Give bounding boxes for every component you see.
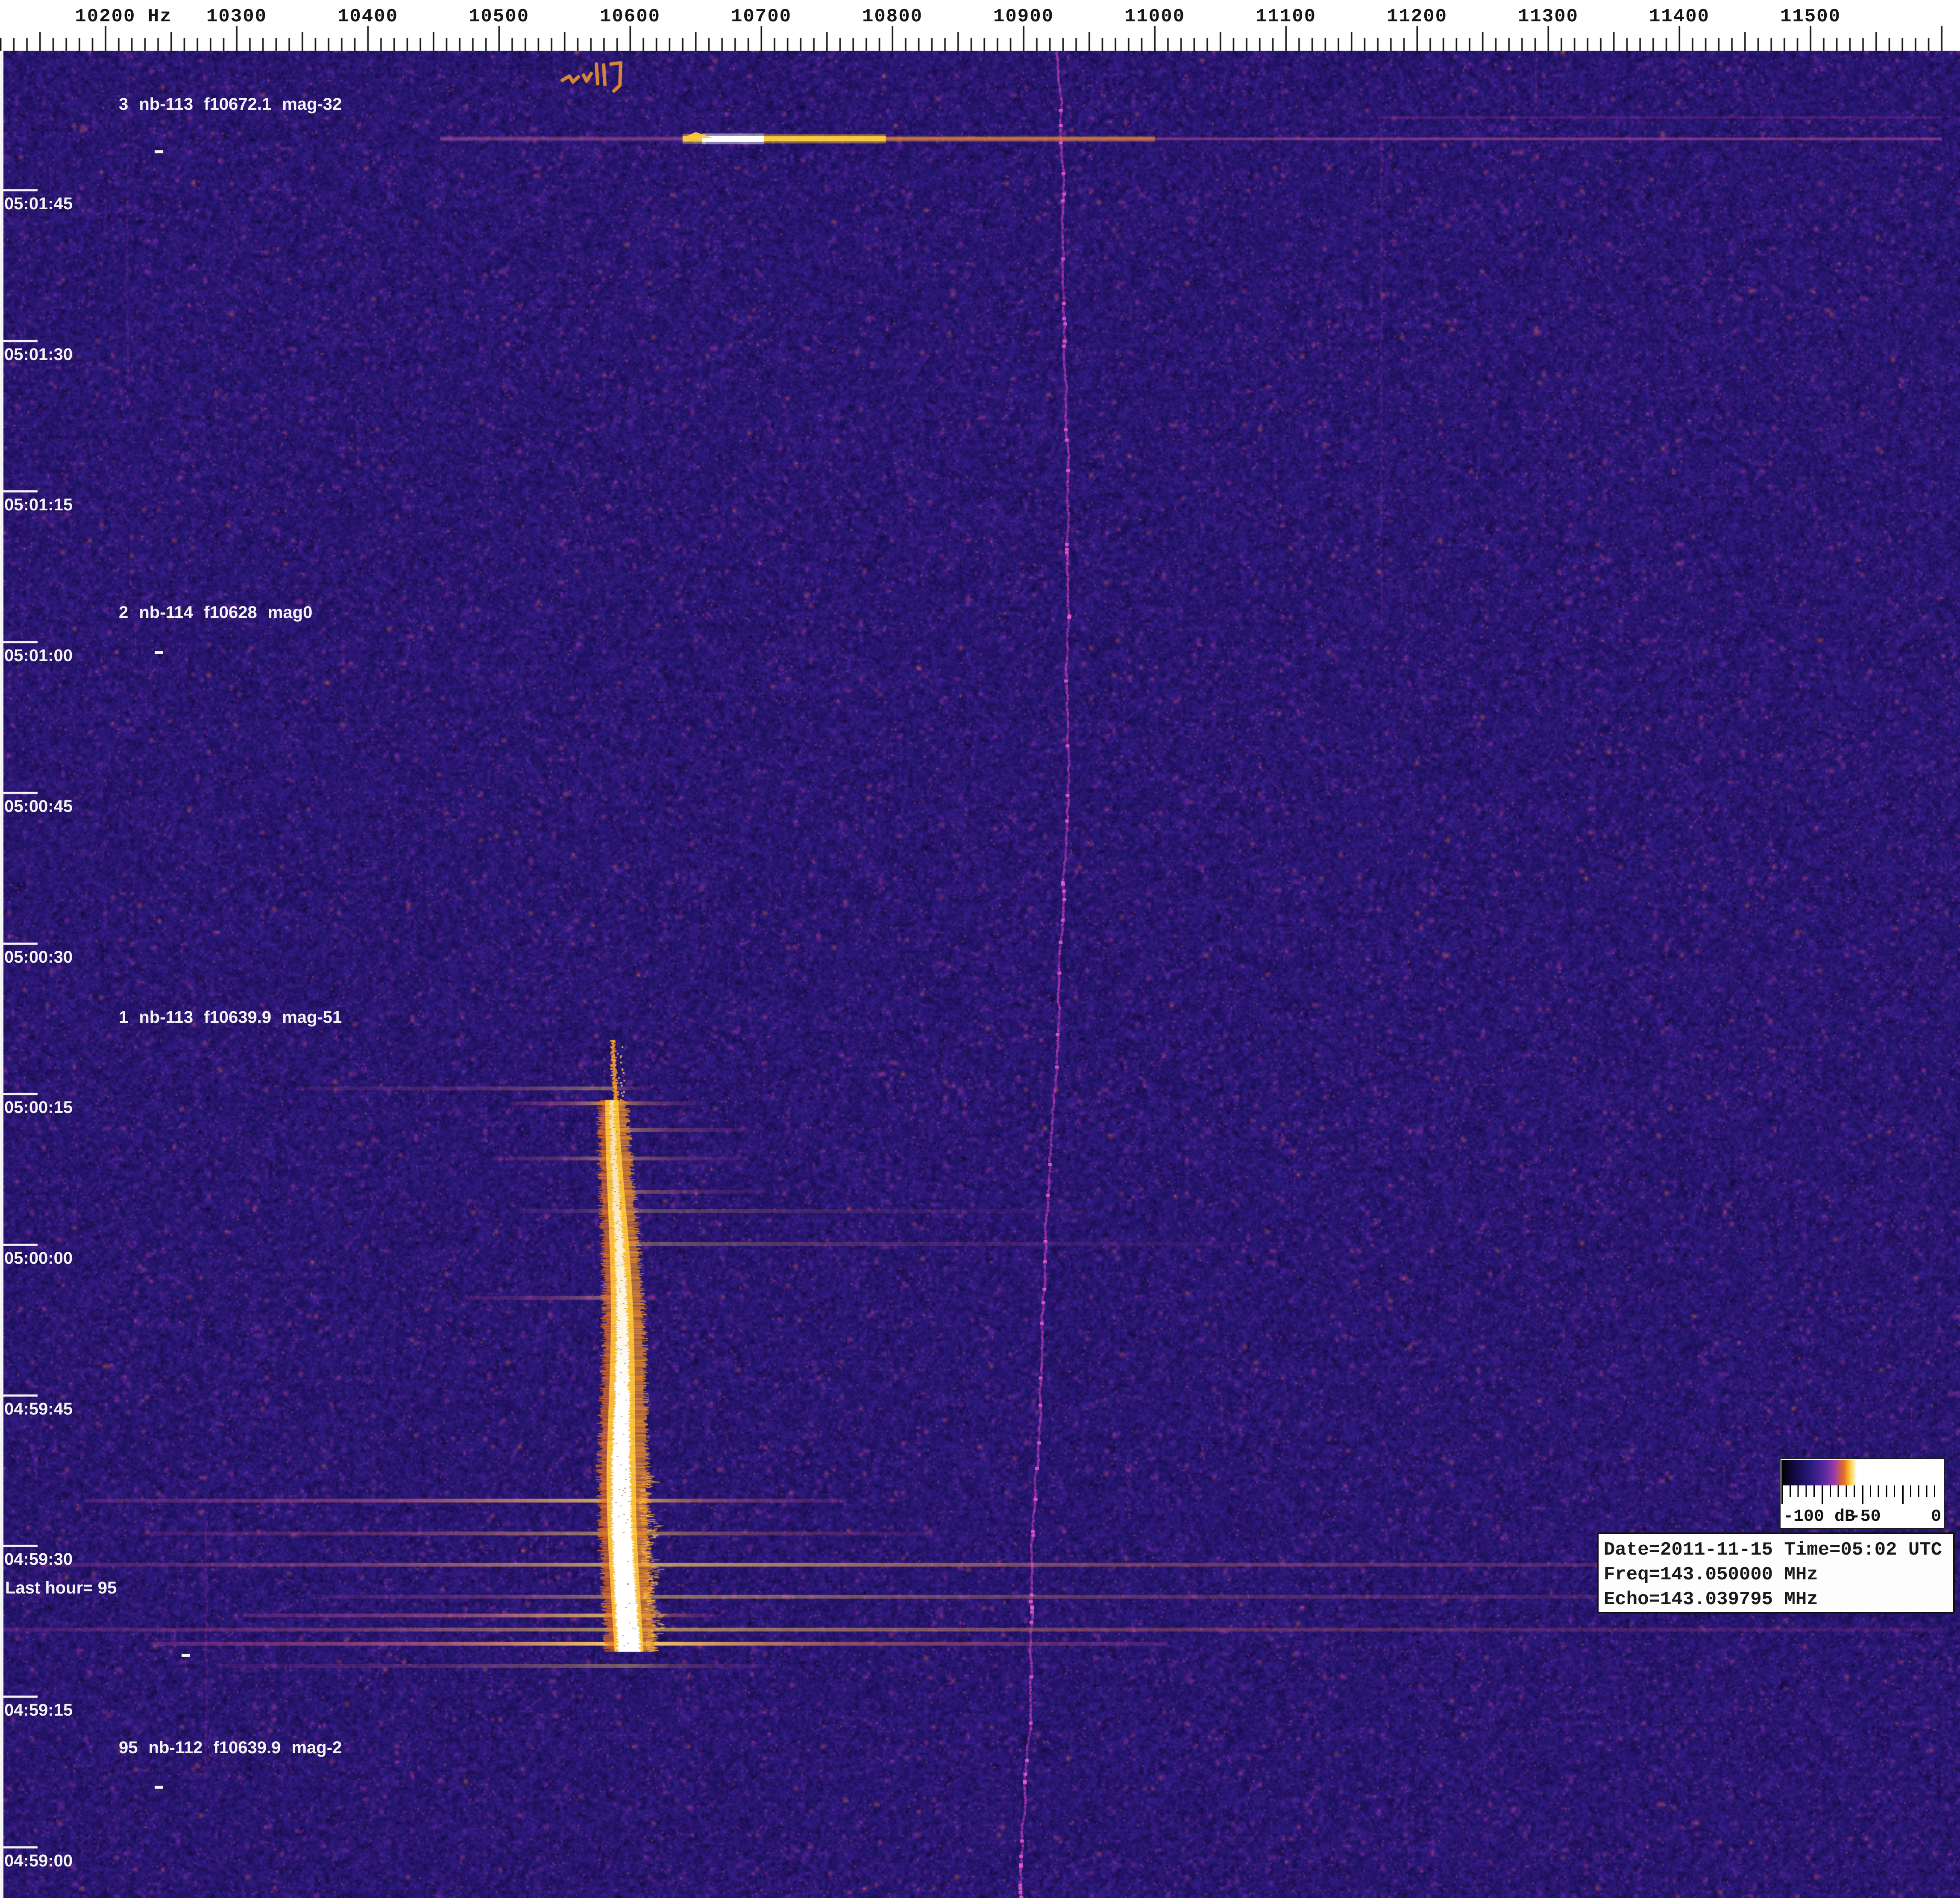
event-time-dash-marker [155, 651, 163, 654]
freq-tick-label: 10500 [469, 6, 529, 27]
spectrogram-window: 10200 Hz 10300 10400 10500 10600 10700 10800 10… [0, 0, 1960, 1898]
event-time-dash-marker [182, 1654, 190, 1657]
colorbar-ticks [1781, 1485, 1942, 1505]
time-tick-label: 04:59:30 [4, 1550, 73, 1569]
time-tick-label: 05:01:30 [4, 345, 73, 364]
freq-tick-label: 11400 [1649, 6, 1710, 27]
time-tick-label: 05:00:45 [4, 797, 73, 816]
time-tick-label: 05:00:00 [4, 1249, 73, 1268]
colorbar-gradient [1781, 1460, 1942, 1485]
info-date-time: Date=2011-11-15 Time=05:02 UTC [1604, 1539, 1942, 1561]
freq-tick-label: 10900 [993, 6, 1054, 27]
meteor-event-label: 3 nb-113 f10672.1 mag-32 [119, 95, 342, 114]
colorbar-mid-label: -50 [1850, 1507, 1881, 1526]
freq-tick-label: 11200 [1387, 6, 1447, 27]
freq-tick-label: 10300 [206, 6, 267, 27]
freq-tick-label: 10800 [862, 6, 923, 27]
time-tick-label: 05:00:30 [4, 948, 73, 967]
time-tick-label: 04:59:15 [4, 1701, 73, 1720]
freq-tick-label: 10600 [600, 6, 660, 27]
meteor-event-label: 1 nb-113 f10639.9 mag-51 [119, 1008, 342, 1027]
freq-tick-label: 11500 [1780, 6, 1841, 27]
freq-tick-label: 11100 [1256, 6, 1316, 27]
meteor-event-label: 95 nb-112 f10639.9 mag-2 [119, 1738, 342, 1757]
freq-tick-label: 11300 [1518, 6, 1579, 27]
freq-tick-label: 10400 [337, 6, 398, 27]
freq-tick-label: 11000 [1124, 6, 1185, 27]
observation-info-box: Date=2011-11-15 Time=05:02 UTC Freq=143.… [1597, 1532, 1955, 1614]
info-frequency: Freq=143.050000 MHz [1604, 1564, 1818, 1585]
time-tick-label: 05:01:00 [4, 646, 73, 665]
meteor-event-label: 2 nb-114 f10628 mag0 [119, 603, 312, 622]
freq-tick-label: 10200 Hz [75, 6, 172, 27]
info-echo-frequency: Echo=143.039795 MHz [1604, 1589, 1818, 1610]
time-tick-label: 05:01:15 [4, 495, 73, 515]
freq-tick-label: 10700 [731, 6, 792, 27]
time-tick-label: 05:01:45 [4, 194, 73, 214]
time-tick-label: 04:59:00 [4, 1851, 73, 1871]
event-time-dash-marker [155, 150, 163, 153]
colorbar-max-label: 0 [1931, 1507, 1941, 1526]
colorbar-min-label: -100 dB [1783, 1507, 1855, 1526]
time-tick-label: 05:00:15 [4, 1098, 73, 1117]
colorbar-legend: -100 dB -50 0 [1781, 1459, 1944, 1528]
event-time-dash-marker [155, 1786, 163, 1789]
last-hour-count-label: Last hour= 95 [5, 1579, 117, 1598]
time-tick-label: 04:59:45 [4, 1400, 73, 1419]
